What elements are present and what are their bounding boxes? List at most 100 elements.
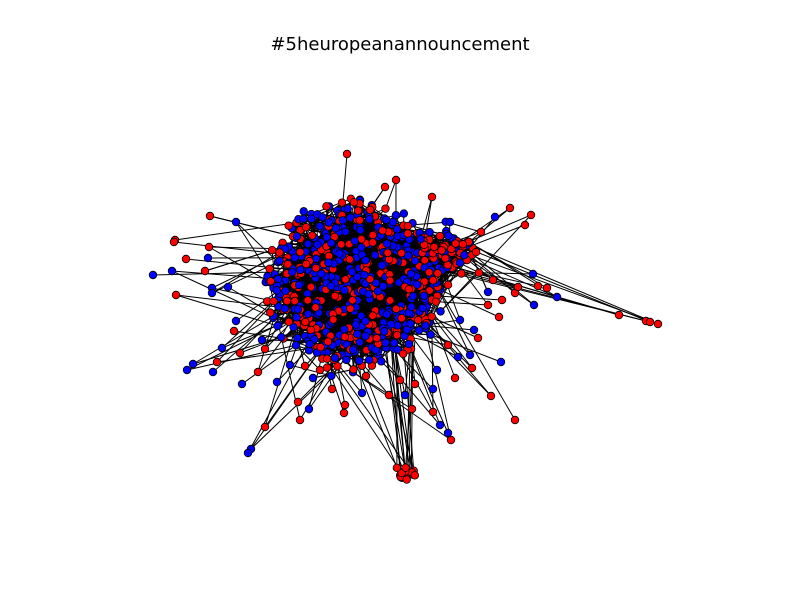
graph-node [361, 256, 370, 265]
graph-node [204, 242, 214, 252]
graph-node [267, 245, 277, 255]
graph-edge [295, 344, 321, 371]
graph-node [169, 237, 179, 247]
graph-node [382, 310, 392, 319]
graph-node [392, 330, 402, 340]
graph-node [301, 259, 311, 269]
graph-node [266, 308, 275, 317]
graph-node [337, 198, 347, 207]
graph-node [533, 281, 543, 291]
graph-node [272, 377, 282, 387]
graph-node [275, 248, 284, 257]
graph-node [385, 276, 395, 285]
graph-node [378, 281, 388, 291]
graph-edge [478, 272, 534, 275]
graph-node [488, 275, 498, 285]
graph-node [385, 296, 395, 305]
graph-node [337, 240, 346, 249]
graph-node [505, 203, 515, 213]
graph-edge [441, 270, 647, 322]
graph-node [342, 149, 352, 159]
graph-node [372, 334, 381, 343]
graph-edge [437, 288, 471, 356]
graph-node [392, 463, 402, 473]
graph-node [315, 222, 325, 231]
graph-node [460, 250, 469, 260]
graph-node [428, 384, 438, 394]
graph-node [280, 304, 290, 313]
graph-node [465, 350, 475, 360]
graph-node [365, 214, 374, 224]
graph-node [317, 269, 326, 278]
graph-node [181, 254, 191, 264]
graph-node [303, 239, 313, 249]
graph-node [355, 216, 364, 225]
graph-node [300, 361, 310, 371]
graph-edge [192, 315, 274, 365]
graph-node [445, 217, 455, 227]
graph-node [338, 216, 347, 225]
graph-edge [186, 344, 297, 371]
graph-node [349, 365, 358, 374]
graph-node [483, 300, 493, 310]
graph-node [231, 316, 241, 326]
graph-node [361, 331, 370, 341]
graph-node [388, 217, 398, 227]
graph-node [407, 404, 417, 414]
graph-node [379, 327, 389, 336]
graph-edge [211, 255, 280, 289]
graph-edge [216, 297, 279, 363]
graph-node [322, 202, 331, 211]
graph-node [542, 283, 552, 293]
graph-node [384, 390, 394, 400]
graph-node [348, 296, 357, 305]
graph-node [257, 335, 267, 345]
graph-node [513, 282, 523, 292]
graph-node [311, 303, 320, 312]
graph-node [382, 215, 391, 225]
graph-node [341, 227, 350, 236]
graph-edge [431, 316, 456, 379]
graph-node [207, 288, 217, 298]
graph-node [342, 355, 351, 365]
graph-node [355, 338, 364, 347]
graph-node [403, 229, 412, 238]
graph-node [427, 192, 437, 202]
graph-node [474, 268, 484, 277]
graph-node [368, 311, 377, 320]
graph-node [307, 214, 316, 224]
graph-node [355, 356, 364, 365]
graph-node [322, 363, 332, 372]
graph-node [275, 256, 284, 266]
graph-node [435, 231, 445, 241]
graph-node [373, 286, 383, 296]
graph-node [392, 225, 402, 234]
graph-node [223, 282, 233, 292]
graph-node [235, 348, 245, 358]
graph-node [281, 286, 290, 296]
graph-node [331, 224, 340, 233]
graph-node [413, 315, 423, 325]
graph-node [395, 375, 405, 385]
graph-edge [257, 338, 284, 373]
graph-node [231, 217, 241, 227]
graph-node [389, 338, 399, 348]
graph-node [217, 343, 227, 353]
graph-node [333, 362, 342, 371]
graph-node [282, 296, 292, 306]
graph-edge [390, 338, 401, 476]
graph-node [368, 238, 377, 247]
graph-node [361, 316, 370, 326]
graph-node [408, 291, 418, 301]
graph-node [290, 253, 299, 262]
graph-node [431, 297, 441, 306]
graph-node [212, 357, 222, 367]
graph-node [322, 354, 332, 363]
graph-node [171, 290, 181, 300]
graph-node [360, 270, 369, 280]
graph-edge [209, 215, 294, 237]
graph-node [398, 349, 408, 359]
graph-node [458, 240, 468, 249]
graph-node [403, 221, 413, 231]
graph-node [529, 300, 539, 310]
